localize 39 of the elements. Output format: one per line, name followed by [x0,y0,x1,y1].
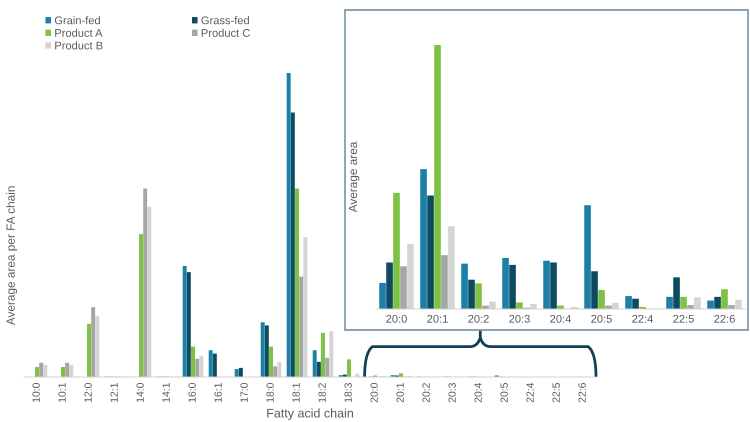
y-axis-title: Average area [348,142,360,212]
x-tick-label: 10:0 [32,382,40,402]
legend-label: Product A [55,28,102,37]
x-tick-label: 20:3 [509,314,530,323]
x-tick-label: 14:1 [162,383,170,402]
x-tick-label: 18:3 [344,383,352,402]
x-tick-label: 20:2 [422,383,430,402]
x-tick-label: 18:0 [266,382,274,402]
x-tick-label: 20:3 [448,383,456,402]
x-tick-label: 20:1 [396,383,404,402]
x-tick-label: 20:0 [370,382,378,402]
x-tick-label: 22:5 [673,314,694,323]
x-tick-label: 14:0 [136,382,144,402]
x-tick-label: 22:4 [632,314,653,323]
legend-label: Grass-fed [201,16,249,24]
x-tick-label: 20:5 [500,382,508,402]
x-tick-label: 20:5 [591,314,612,323]
x-tick-label: 22:5 [552,382,560,402]
x-tick-label: 16:1 [214,383,222,402]
x-tick-label: 10:1 [58,383,66,402]
x-tick-label: 16:0 [188,382,196,402]
x-tick-label: 20:1 [427,314,448,323]
legend-label: Grain-fed [54,16,100,24]
x-axis-title: Fatty acid chain [267,408,353,420]
x-tick-label: 18:1 [292,383,300,402]
x-tick-label: 20:4 [474,382,482,402]
x-tick-label: 12:0 [84,382,92,402]
x-tick-label: 18:2 [318,383,326,402]
legend-label: Product C [202,28,250,37]
legend-label: Product B [55,41,103,50]
x-tick-label: 20:0 [386,314,407,323]
x-tick-label: 12:1 [110,383,118,402]
x-tick-label: 20:4 [550,314,571,323]
x-tick-label: 17:0 [240,382,248,402]
x-tick-label: 22:6 [578,383,586,402]
y-axis-title: Average area per FA chain [6,186,18,326]
x-tick-label: 22:4 [526,382,534,402]
x-tick-label: 20:2 [468,314,489,323]
x-tick-label: 22:6 [714,314,735,323]
